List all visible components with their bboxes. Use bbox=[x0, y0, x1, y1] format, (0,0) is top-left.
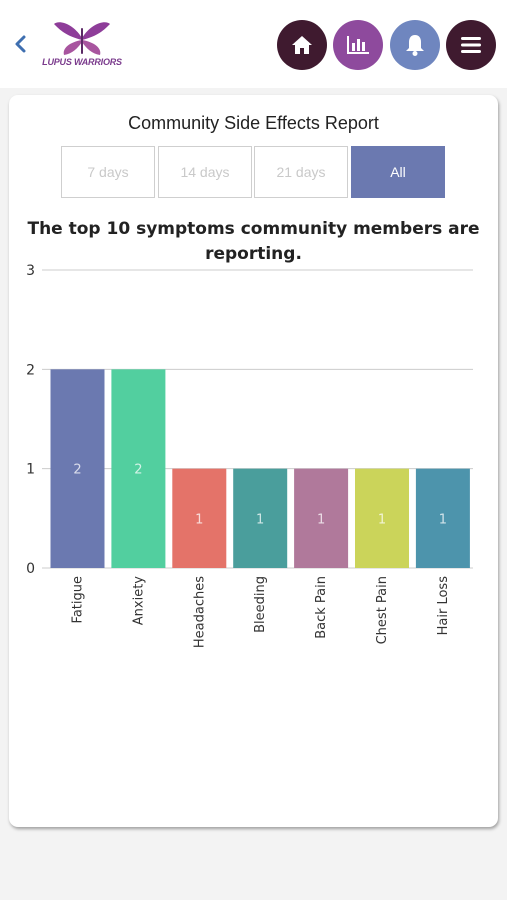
tab-all[interactable]: All bbox=[351, 146, 445, 198]
bar-fatigue[interactable] bbox=[50, 369, 105, 568]
x-category-label: Hair Loss bbox=[436, 576, 451, 636]
bar-bleeding[interactable] bbox=[233, 468, 288, 568]
bar-headaches[interactable] bbox=[172, 468, 227, 568]
x-category-label: Back Pain bbox=[314, 576, 329, 639]
tab-14-days[interactable]: 14 days bbox=[158, 146, 252, 198]
bar-chest-pain[interactable] bbox=[355, 468, 409, 568]
bar-data-label: 1 bbox=[439, 512, 447, 527]
x-category-label: Fatigue bbox=[71, 576, 86, 623]
bell-icon bbox=[406, 35, 424, 56]
stats-button[interactable] bbox=[333, 20, 383, 70]
bar-hair-loss[interactable] bbox=[415, 468, 470, 568]
app-logo: LUPUS WARRIORS bbox=[30, 18, 134, 72]
back-button[interactable] bbox=[10, 30, 32, 58]
x-category-label: Bleeding bbox=[253, 576, 268, 633]
x-category-label: Headaches bbox=[192, 576, 207, 648]
y-tick-label: 0 bbox=[26, 561, 35, 577]
butterfly-icon bbox=[54, 22, 110, 55]
chart-heading: The top 10 symptoms community members ar… bbox=[27, 219, 480, 264]
x-category-label: Anxiety bbox=[131, 576, 146, 626]
back-chevron-icon bbox=[15, 35, 26, 53]
bar-data-label: 2 bbox=[134, 463, 142, 478]
report-card: Community Side Effects Report 7 days 14 … bbox=[9, 95, 498, 827]
tab-7-days[interactable]: 7 days bbox=[61, 146, 155, 198]
home-button[interactable] bbox=[277, 20, 327, 70]
y-tick-label: 3 bbox=[26, 263, 35, 279]
bar-anxiety[interactable] bbox=[111, 369, 166, 568]
tab-21-days[interactable]: 21 days bbox=[254, 146, 348, 198]
bar-chart-icon bbox=[347, 36, 369, 54]
bar-data-label: 1 bbox=[317, 512, 325, 527]
y-tick-label: 1 bbox=[26, 462, 35, 478]
y-tick-label: 2 bbox=[26, 362, 35, 378]
bar-data-label: 1 bbox=[195, 512, 203, 527]
logo-text: LUPUS WARRIORS bbox=[42, 57, 122, 67]
app-header: LUPUS WARRIORS bbox=[0, 0, 507, 88]
home-icon bbox=[292, 36, 312, 54]
bar-back-pain[interactable] bbox=[294, 468, 349, 568]
report-title: Community Side Effects Report bbox=[128, 113, 379, 133]
symptoms-bar-chart: 0 1 2 3 2 Fatigue 2 Anxiety 1 Headaches 1 Bleeding 1… bbox=[26, 263, 473, 648]
bar-data-label: 1 bbox=[378, 512, 386, 527]
notifications-button[interactable] bbox=[390, 20, 440, 70]
menu-icon bbox=[461, 37, 481, 53]
menu-button[interactable] bbox=[446, 20, 496, 70]
bar-data-label: 1 bbox=[256, 512, 264, 527]
x-category-label: Chest Pain bbox=[375, 576, 390, 644]
bar-data-label: 2 bbox=[73, 463, 81, 478]
